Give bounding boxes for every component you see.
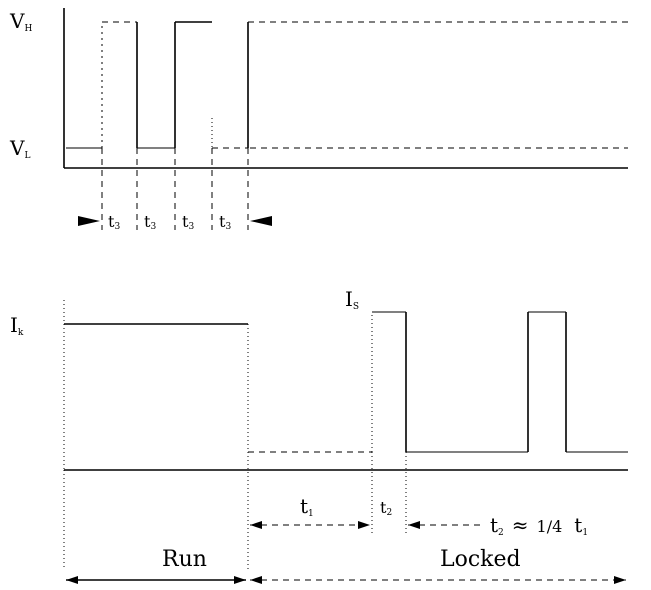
vh-subscript: H: [24, 24, 32, 34]
vh-letter: V: [9, 9, 25, 33]
formula-approx: ≈: [512, 513, 529, 537]
locked-label: Locked: [440, 547, 521, 572]
t2-label: t2: [380, 498, 392, 518]
ik-label: Ik: [10, 313, 24, 338]
vl-subscript: L: [24, 151, 30, 161]
vl-letter: V: [9, 136, 25, 160]
interval-label-2: t3: [144, 212, 156, 232]
vh-label: VH: [9, 9, 32, 34]
run-label: Run: [162, 547, 207, 572]
interval-label-4: t3: [219, 212, 231, 232]
current-plot: Ik IS t1 t2 t2 ≈1/4 t1 Run: [10, 287, 628, 584]
formula-rhs: t: [574, 513, 582, 537]
formula-fraction: 1/4: [537, 517, 563, 536]
ratio-formula: t2 ≈1/4 t1: [490, 513, 588, 538]
interval-arrow-left: [78, 216, 100, 226]
interval-label-1: t3: [108, 212, 120, 232]
formula-lhs: t: [490, 513, 498, 537]
interval-label-3: t3: [182, 212, 194, 232]
voltage-plot: VH VL t3 t3 t3 t3: [9, 8, 628, 232]
t1-label: t1: [300, 494, 314, 519]
is-label: IS: [345, 287, 359, 312]
vl-label: VL: [9, 136, 30, 161]
interval-arrow-right: [250, 216, 272, 226]
